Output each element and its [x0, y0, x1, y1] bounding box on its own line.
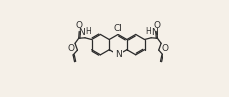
Text: O: O	[67, 44, 74, 53]
Text: O: O	[153, 21, 161, 30]
Text: N: N	[78, 28, 85, 37]
Text: N: N	[115, 50, 121, 59]
Text: O: O	[76, 21, 83, 30]
Text: O: O	[162, 44, 169, 53]
Text: H: H	[85, 27, 91, 36]
Text: Cl: Cl	[114, 24, 123, 33]
Text: N: N	[152, 28, 158, 37]
Text: H: H	[145, 27, 151, 36]
